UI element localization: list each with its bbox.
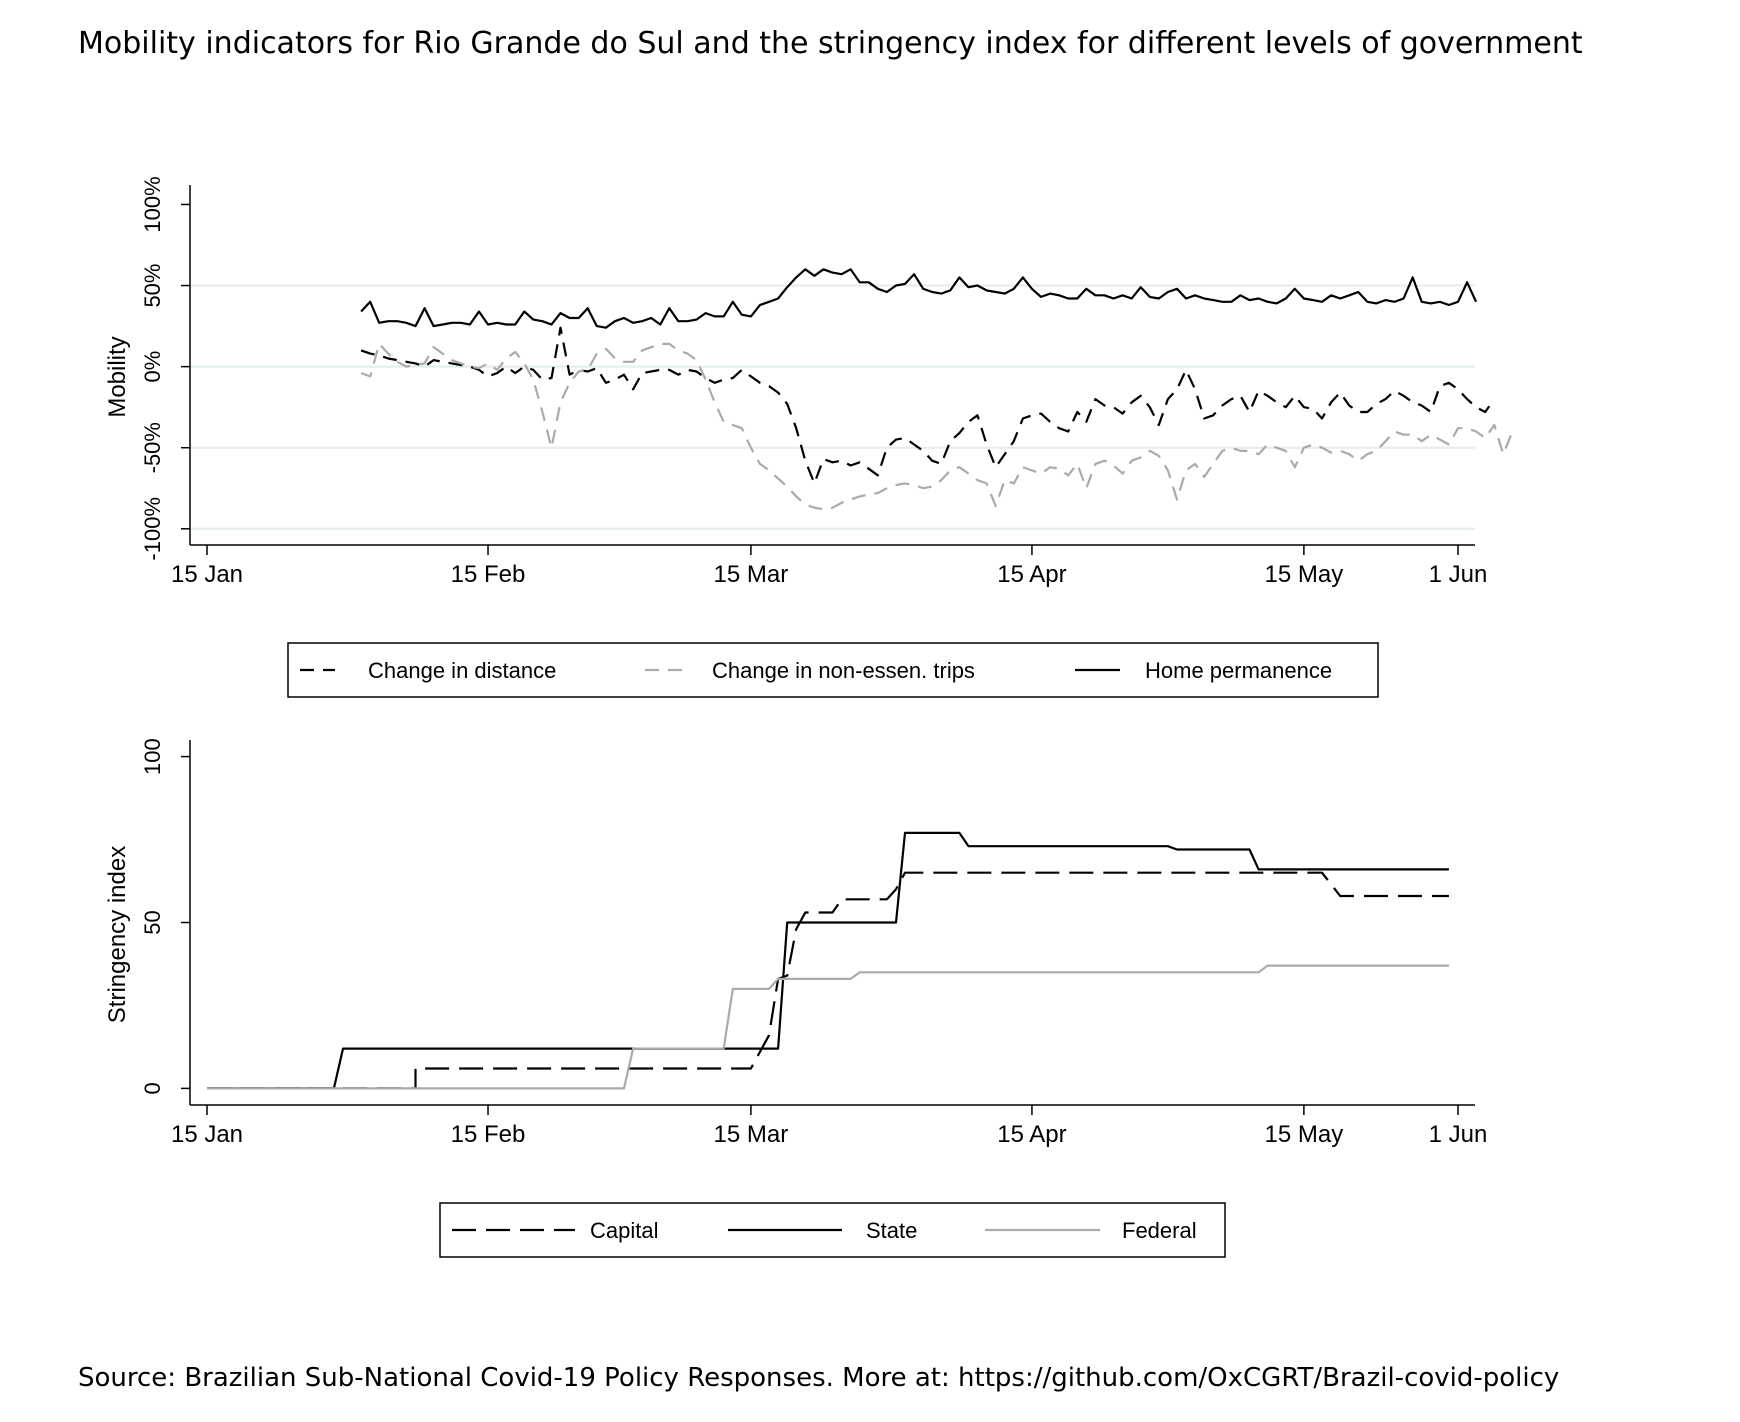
legend-label: State (866, 1218, 917, 1243)
y-tick-label: 0 (140, 1082, 165, 1094)
y-tick-label: 100 (140, 738, 165, 775)
series-line-home-permanence (360, 268, 1478, 329)
x-tick-label: 15 Jan (171, 561, 243, 588)
legend-label: Federal (1122, 1218, 1197, 1243)
x-tick-label: 15 Feb (451, 1121, 526, 1148)
x-tick-label: 15 May (1265, 1121, 1344, 1148)
legend-label: Home permanence (1145, 658, 1332, 683)
y-tick-label: 50% (140, 264, 165, 308)
x-tick-label: 15 May (1265, 561, 1344, 588)
legend-label: Change in non-essen. trips (712, 658, 975, 683)
series-line-change-in-non-essen-trips (360, 342, 1514, 511)
x-tick-label: 15 Mar (714, 561, 789, 588)
y-axis-title: Mobility (104, 336, 131, 417)
y-tick-label: -100% (140, 497, 165, 561)
y-tick-label: 0% (140, 351, 165, 383)
chart-panel-1: -100% -50% 0% 50% 100% Mobility 15 Jan 15 Feb 15… (104, 176, 1514, 698)
x-tick-label: 15 Jan (171, 1121, 243, 1148)
y-axis-title: Stringency index (104, 846, 131, 1023)
series-line-capital (207, 871, 1449, 1090)
legend-label: Capital (590, 1218, 658, 1243)
x-tick-label: 1 Jun (1429, 561, 1488, 588)
series-line-change-in-distance (360, 326, 1496, 485)
series-line-state (207, 831, 1449, 1090)
x-tick-label: 15 Apr (997, 561, 1066, 588)
page-title: Mobility indicators for Rio Grande do Su… (78, 26, 1583, 61)
y-tick-label: -50% (140, 422, 165, 473)
series-line-federal (207, 964, 1449, 1090)
y-tick-label: 50 (140, 910, 165, 934)
x-tick-label: 15 Apr (997, 1121, 1066, 1148)
legend: Change in distance Change in non-essen. t… (287, 642, 1379, 698)
legend: Capital State Federal (439, 1202, 1226, 1258)
x-tick-label: 15 Mar (714, 1121, 789, 1148)
source-note: Source: Brazilian Sub-National Covid-19 … (78, 1363, 1560, 1393)
legend-box (287, 642, 1379, 698)
x-tick-label: 15 Feb (451, 561, 526, 588)
legend-label: Change in distance (368, 658, 556, 683)
y-tick-label: 100% (140, 176, 165, 232)
chart-panel-2: 0 50 100 Stringency index 15 Jan 15 Feb 15 Mar… (104, 738, 1488, 1258)
x-tick-label: 1 Jun (1429, 1121, 1488, 1148)
